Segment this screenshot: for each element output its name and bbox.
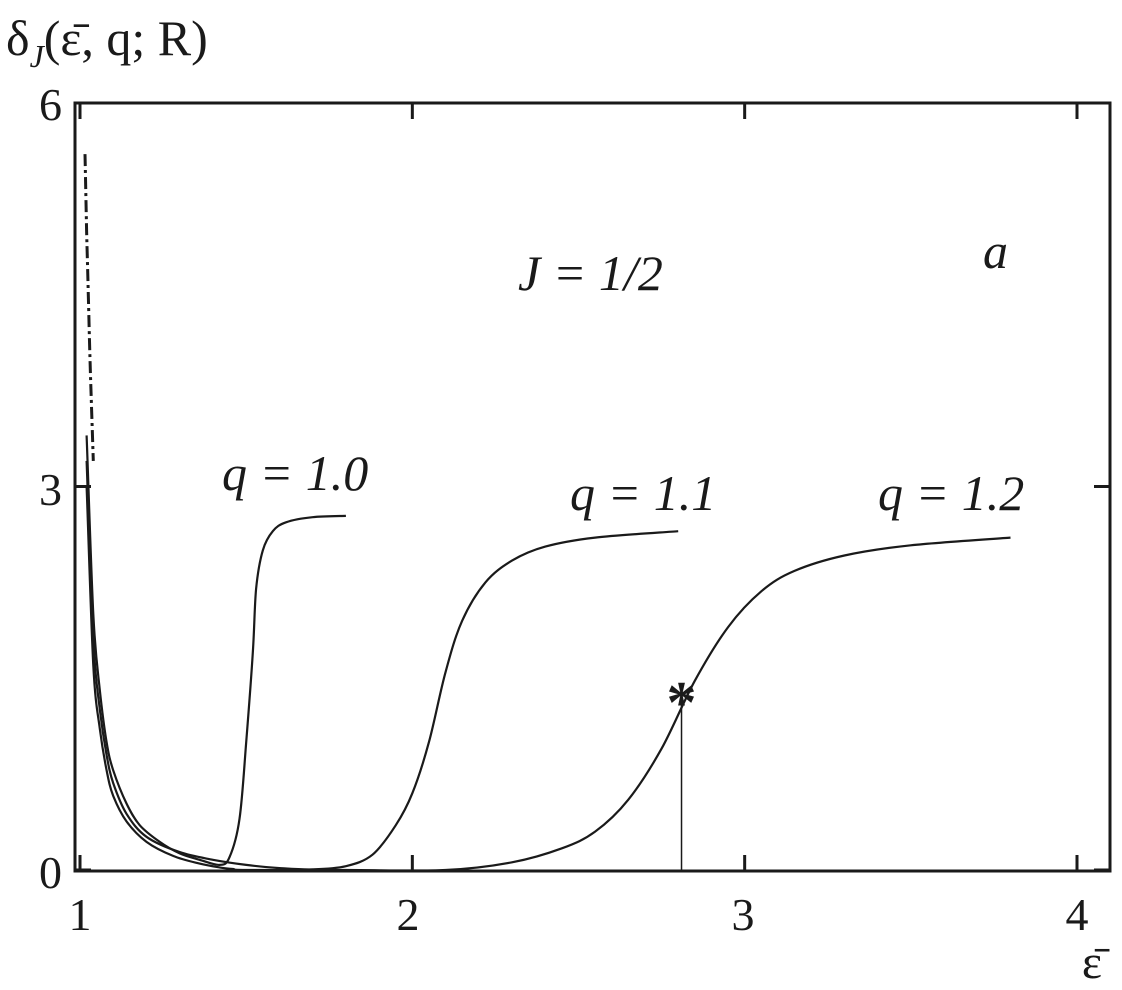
y-axis-title: δJ(ε̄, q; R) [6,10,208,74]
curve-series-0 [85,435,346,867]
curves [83,154,1011,872]
x-tick-label: 3 [732,889,755,940]
y-tick-label: 6 [39,79,62,130]
curve-series-2 [85,486,1011,872]
star-marker: * [667,669,697,735]
series-label-q1.2: q = 1.2 [878,465,1024,521]
curve-dash-dot [83,154,95,461]
panel-label: a [983,223,1008,279]
curve-series-1 [85,460,679,871]
x-tick-label: 4 [1066,889,1089,940]
y-axis-title-main: δ [6,10,30,66]
x-axis-title: ε̄ [1082,936,1110,989]
tick-marks [75,101,1110,872]
x-tick-label: 1 [69,889,92,940]
series-label-q1.1: q = 1.1 [570,465,716,521]
series-label-q1.0: q = 1.0 [222,445,368,501]
j-annotation: J = 1/2 [518,245,663,301]
y-tick-label: 3 [39,464,62,515]
x-tick-label: 2 [397,889,420,940]
y-tick-label: 0 [39,847,62,898]
y-axis-title-subscript: J [30,38,46,74]
y-axis-title-args: (ε̄, q; R) [44,10,208,66]
